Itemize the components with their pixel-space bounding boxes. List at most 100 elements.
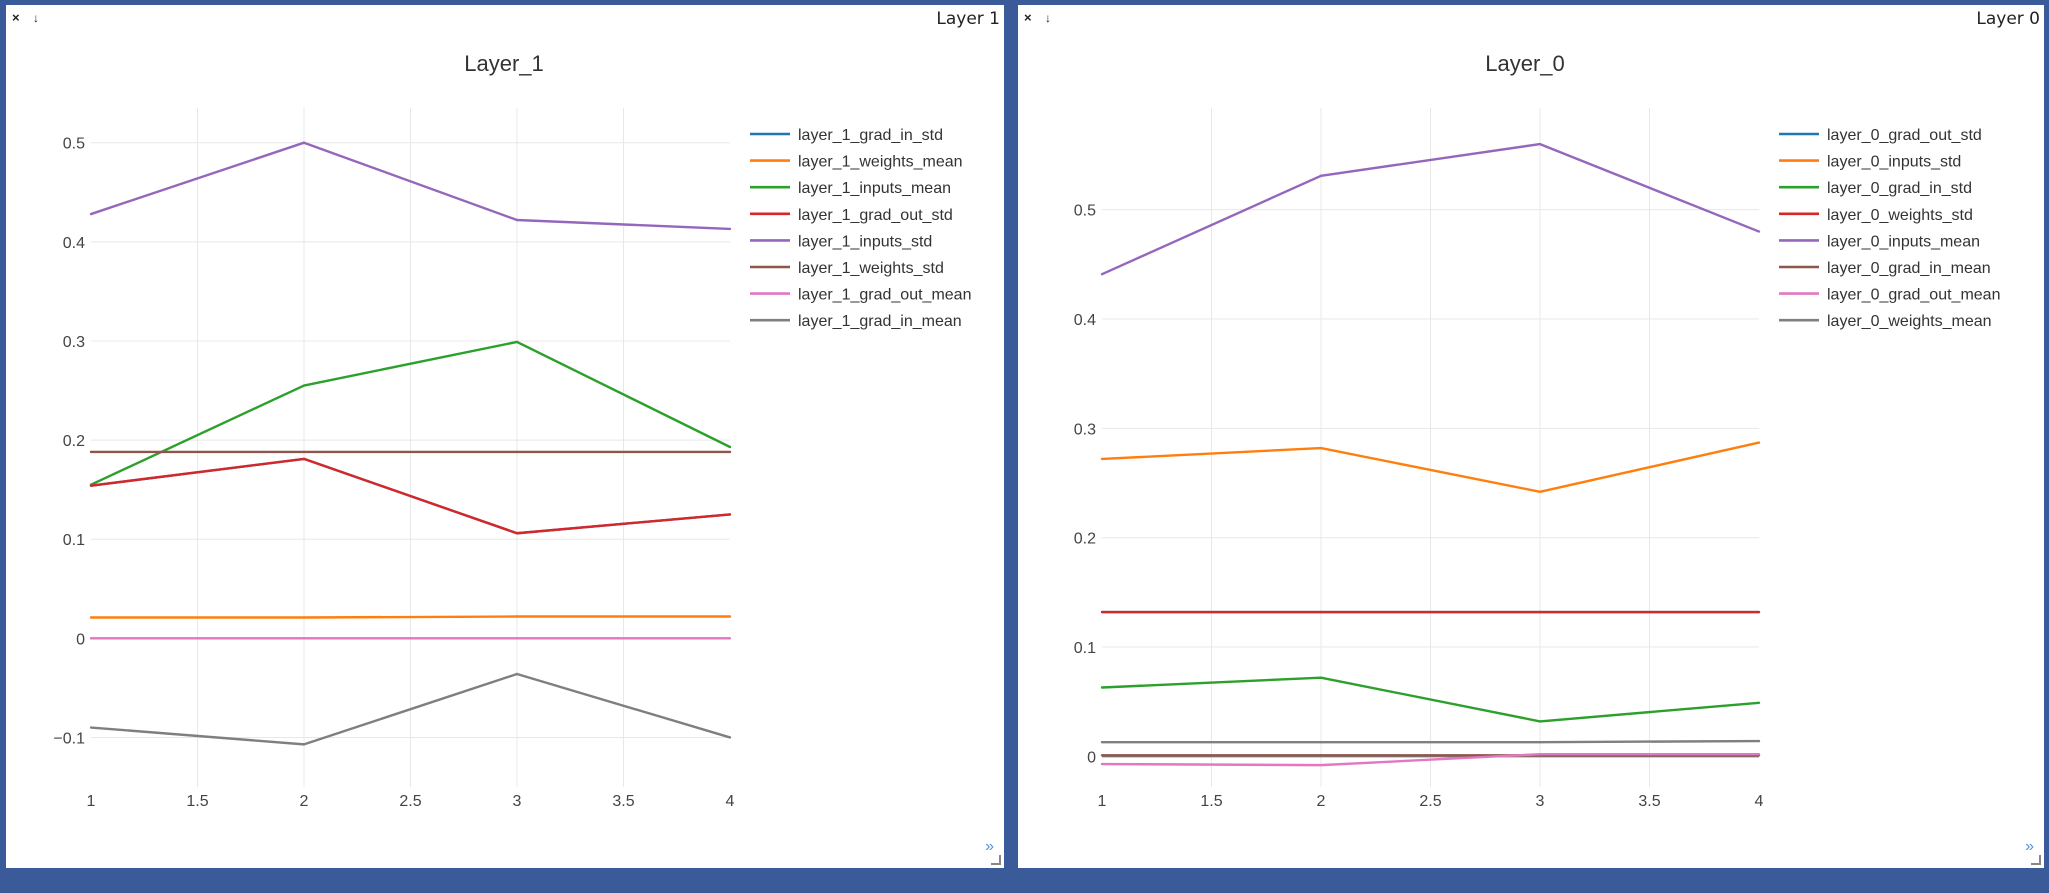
y-tick-label: 0.5 [1074,203,1096,220]
series-line-layer_0_grad_in_std [1101,676,1760,723]
data-point [89,726,93,729]
y-tick-label: 0 [1087,749,1096,766]
series-line-layer_1_inputs_std [90,141,731,231]
y-tick-label: 0.3 [63,334,85,351]
legend-label: layer_1_grad_out_std [798,207,953,224]
chart-title: Layer_0 [1485,51,1565,76]
series-line-layer_0_weights_mean [1102,739,1760,744]
legend-label: layer_0_grad_out_std [1827,127,1982,144]
data-point [89,616,93,619]
data-point [1319,174,1323,177]
legend-label: layer_0_grad_in_std [1827,180,1972,197]
legend-item[interactable]: layer_0_inputs_std [1779,154,1961,171]
legend-item[interactable]: layer_0_weights_mean [1779,313,1992,330]
data-point [1100,686,1104,689]
legend-label: layer_0_grad_out_mean [1827,287,2000,304]
legend-item[interactable]: layer_0_grad_in_mean [1779,260,1991,277]
pin-icon[interactable]: ↓ [1045,11,1051,25]
pin-icon[interactable]: ↓ [33,11,39,25]
data-point [515,450,519,454]
legend-label: layer_0_grad_in_mean [1827,260,1991,277]
close-icon[interactable]: × [1024,10,1032,25]
y-tick-label: 0.5 [63,136,85,153]
legend-label: layer_1_grad_in_std [798,127,943,144]
x-tick-label: 3 [1536,793,1545,810]
data-point [1319,754,1323,757]
x-tick-label: 1.5 [186,793,208,810]
legend-label: layer_1_weights_std [798,260,944,277]
legend-label: layer_1_inputs_std [798,233,932,250]
x-tick-label: 1.5 [1200,793,1222,810]
expand-icon[interactable]: » [985,838,994,855]
y-tick-label: 0.2 [1074,531,1096,548]
x-tick-label: 3.5 [612,793,634,810]
legend-item[interactable]: layer_0_grad_out_std [1779,127,1982,144]
data-point [1757,610,1761,614]
legend-item[interactable]: layer_1_grad_out_std [750,207,953,224]
data-point [1538,720,1542,723]
data-point [728,615,732,618]
data-point [1100,457,1104,461]
x-tick-label: 1 [87,793,96,810]
y-tick-label: 0 [76,631,85,648]
expand-icon[interactable]: » [2025,838,2034,855]
series-line-layer_1_grad_out_std [90,457,731,535]
legend-item[interactable]: layer_1_weights_mean [750,154,963,171]
legend-item[interactable]: layer_0_inputs_mean [1779,233,1980,250]
x-tick-label: 3 [513,793,522,810]
data-point [1538,740,1542,744]
legend-item[interactable]: layer_1_inputs_mean [750,180,951,197]
legend-item[interactable]: layer_1_grad_in_mean [750,313,962,330]
chart-title: Layer_1 [464,51,544,76]
data-point [515,615,519,618]
data-point [1538,142,1542,146]
data-point [1100,740,1104,744]
legend-item[interactable]: layer_1_weights_std [750,260,944,277]
data-point [89,484,93,487]
legend-item[interactable]: layer_0_weights_std [1779,207,1973,224]
data-point [515,218,519,222]
legend-label: layer_1_grad_out_mean [798,287,971,304]
legend-label: layer_1_grad_in_mean [798,313,962,330]
data-point [1319,740,1323,744]
x-tick-label: 4 [1755,793,1764,810]
legend-label: layer_0_weights_mean [1827,313,1992,330]
legend-label: layer_1_weights_mean [798,154,963,171]
y-tick-label: 0.1 [1074,640,1096,657]
data-point [1757,752,1761,756]
x-tick-label: 2.5 [1419,793,1441,810]
data-point [728,637,732,640]
legend-item[interactable]: layer_0_grad_in_std [1779,180,1972,197]
series-line-layer_0_inputs_mean [1101,142,1760,276]
data-point [515,672,519,676]
legend-item[interactable]: layer_0_grad_out_mean [1779,287,2000,304]
data-point [728,450,732,454]
data-point [1538,490,1542,493]
data-point [302,616,306,619]
series-line-layer_0_grad_out_mean [1101,752,1759,767]
data-point [728,736,732,739]
data-point [1100,272,1104,276]
data-point [1100,610,1104,614]
data-point [1100,754,1104,757]
legend-label: layer_0_inputs_std [1827,154,1961,171]
data-point [302,141,306,144]
data-point [1538,752,1542,756]
resize-handle[interactable] [991,855,1001,865]
x-tick-label: 2 [300,793,309,810]
x-tick-label: 2.5 [399,793,421,810]
legend-item[interactable]: layer_1_inputs_std [750,233,932,250]
data-point [728,445,732,449]
y-tick-label: 0.3 [1074,421,1096,438]
y-tick-label: 0.1 [63,532,85,549]
series-line-layer_1_inputs_mean [90,340,731,486]
data-point [1757,230,1761,233]
legend-item[interactable]: layer_1_grad_in_std [750,127,943,144]
data-point [728,513,732,516]
data-point [515,532,519,535]
close-icon[interactable]: × [12,10,20,25]
legend-item[interactable]: layer_1_grad_out_mean [750,287,971,304]
data-point [89,450,93,454]
resize-handle[interactable] [2031,855,2041,865]
data-point [1757,739,1761,743]
